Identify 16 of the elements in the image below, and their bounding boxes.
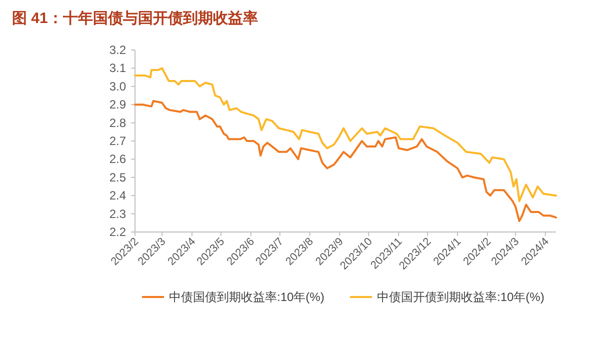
legend-label: 中债国债到期收益率:10年(%) xyxy=(169,290,324,304)
chart-title: 图 41：十年国债与国开债到期收益率 xyxy=(12,9,258,27)
y-tick-label: 2.2 xyxy=(109,225,126,239)
y-tick-label: 2.9 xyxy=(109,98,126,112)
y-tick-label: 3.2 xyxy=(109,43,126,57)
line-series xyxy=(134,67,557,202)
y-tick-label: 3.1 xyxy=(109,61,126,76)
y-tick-label: 2.7 xyxy=(109,134,126,148)
y-tick-label: 2.4 xyxy=(109,188,126,203)
line-series xyxy=(134,100,557,222)
y-tick-label: 2.5 xyxy=(109,170,126,184)
y-tick-label: 2.3 xyxy=(109,206,126,221)
legend-label: 中债国开债到期收益率:10年(%) xyxy=(377,290,544,304)
y-tick-label: 3.0 xyxy=(109,79,126,94)
y-tick-label: 2.6 xyxy=(109,152,126,166)
y-tick-label: 2.8 xyxy=(109,116,126,130)
